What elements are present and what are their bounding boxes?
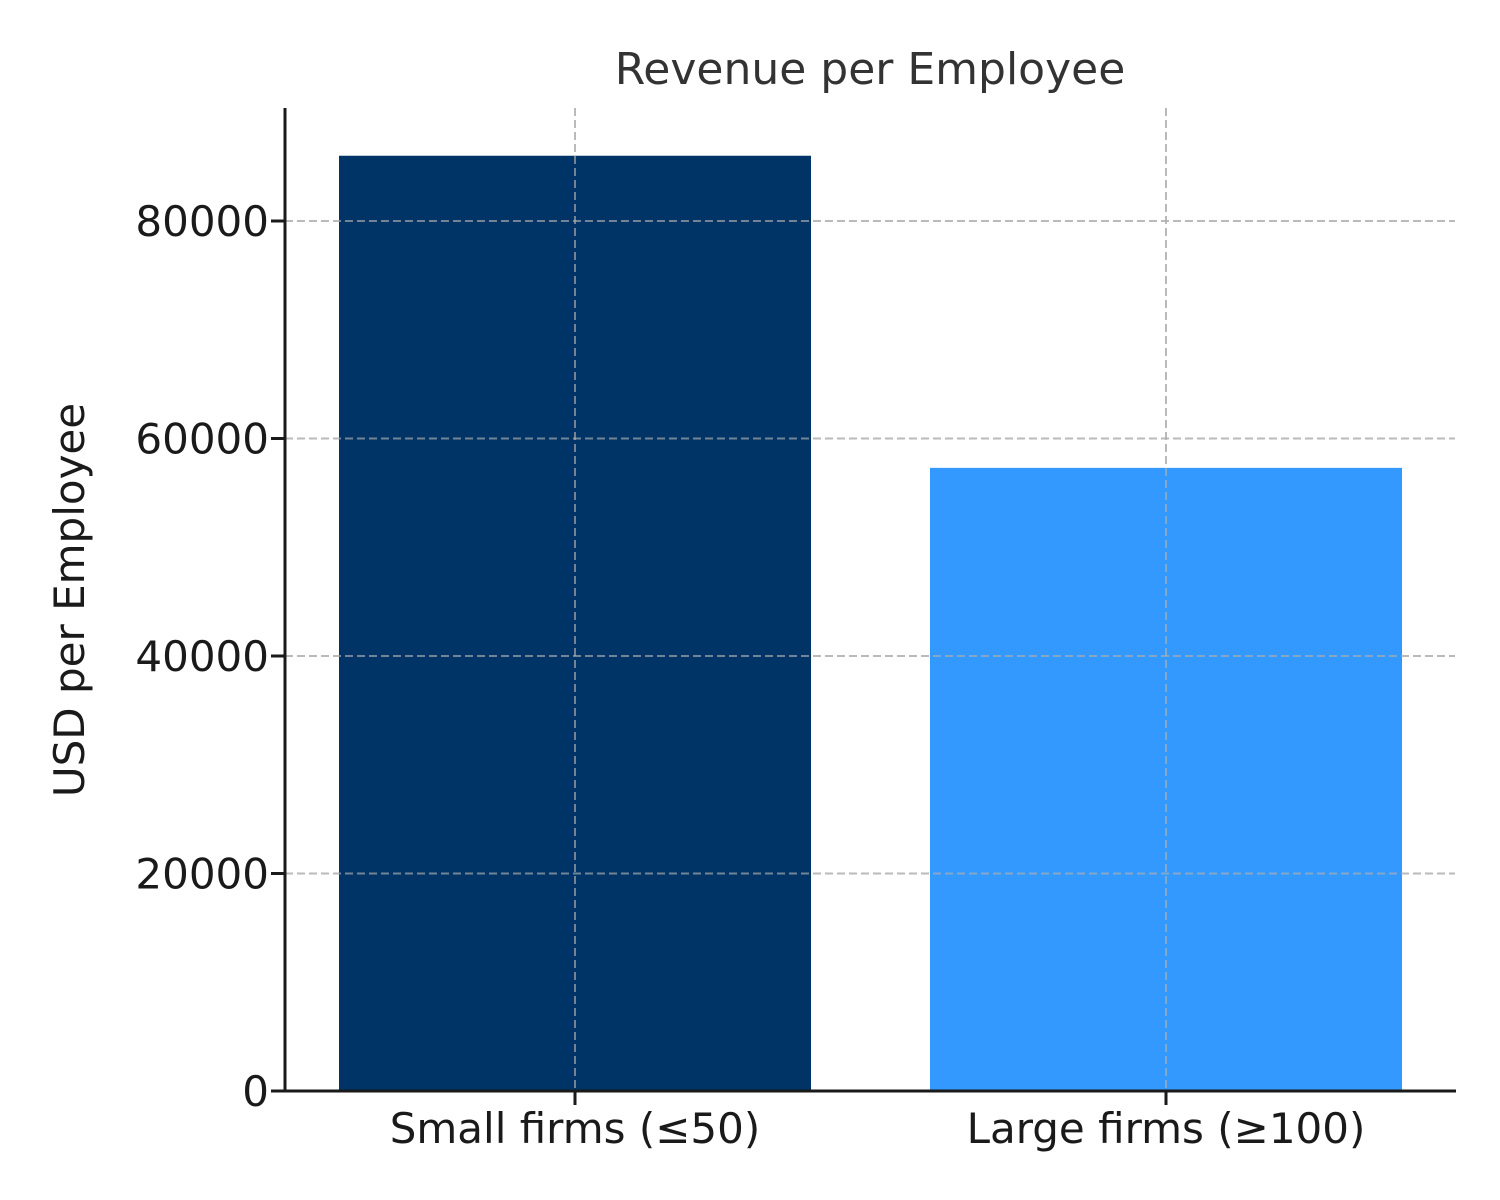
- y-axis-label: USD per Employee: [45, 403, 94, 797]
- axes: [283, 108, 1456, 1093]
- y-axis-ticks: 0 20000 40000 60000 80000: [135, 197, 285, 1116]
- y-tick-label: 80000: [135, 197, 269, 246]
- x-tick-label: Small firms (≤50): [390, 1104, 761, 1153]
- bars: [339, 155, 1402, 1091]
- y-tick-label: 0: [242, 1067, 269, 1116]
- x-axis-ticks: Small firms (≤50) Large firms (≥100): [390, 1091, 1366, 1153]
- y-tick-label: 20000: [135, 850, 269, 899]
- bar-small-firms: [339, 155, 811, 1091]
- y-tick-label: 40000: [135, 632, 269, 681]
- chart-title: Revenue per Employee: [615, 44, 1126, 95]
- y-tick-label: 60000: [135, 415, 269, 464]
- grid-lines-overlay: [285, 108, 1455, 1091]
- x-tick-label: Large firms (≥100): [967, 1104, 1366, 1153]
